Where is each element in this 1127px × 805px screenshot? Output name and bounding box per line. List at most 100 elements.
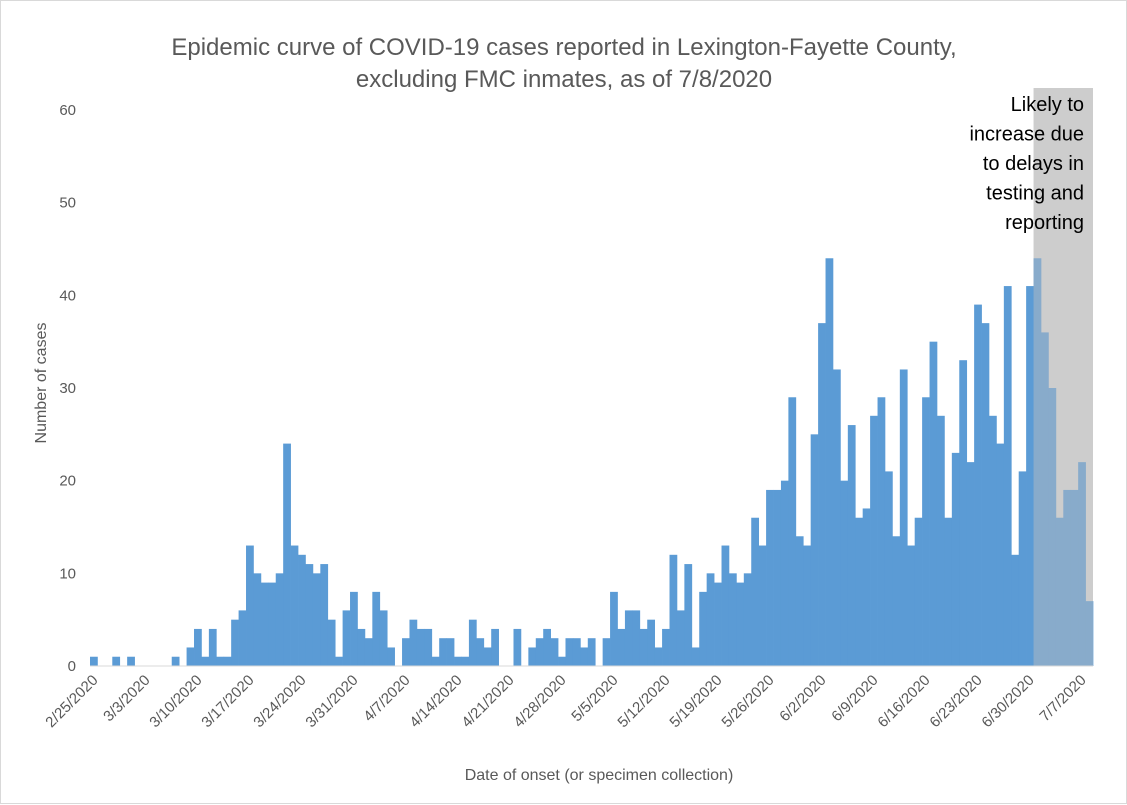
bar [788,397,797,666]
bar [439,638,447,666]
shade-overlay-layer [1033,88,1093,666]
bar [728,573,737,666]
bar [936,415,945,666]
bar [795,536,804,666]
bar [780,480,789,666]
x-axis-title: Date of onset (or specimen collection) [465,767,734,784]
x-tick-label: 6/2/2020 [776,672,829,725]
x-tick-label: 3/17/2020 [198,672,257,731]
x-tick-label: 5/12/2020 [614,672,673,731]
x-tick-label: 6/16/2020 [874,672,933,731]
bar [855,517,864,666]
bar [1070,489,1079,666]
bar [847,425,856,666]
bar [424,628,433,666]
bar [1048,388,1057,666]
bar [773,489,782,666]
bar [402,638,410,666]
chart-title-line-2: excluding FMC inmates, as of 7/8/2020 [356,66,772,93]
bar [1078,462,1086,666]
y-tick-label: 60 [59,102,76,119]
bar [662,628,670,666]
bar [877,397,886,666]
bar [558,656,566,666]
bar [580,647,589,666]
shaded-region-overlay [1033,88,1093,666]
bar [862,508,871,666]
bar [587,638,596,666]
bar [335,656,343,666]
bar [832,369,841,666]
bar [1011,554,1020,666]
bar [617,628,626,666]
bar [528,647,537,666]
shaded-note-line: testing and [986,183,1084,205]
bar [907,545,916,666]
shaded-note-line: reporting [1005,212,1084,234]
bar [491,628,499,666]
y-tick-labels: 0 10 20 30 40 50 60 [59,102,76,675]
bar [818,323,826,666]
bar [454,656,462,666]
x-tick-label: 4/14/2020 [406,672,465,731]
bar [186,647,195,666]
bar [1040,332,1049,666]
x-tick-label: 5/26/2020 [718,672,777,731]
shaded-note-line: Likely to [1011,94,1084,116]
x-tick-label: 3/10/2020 [146,672,205,731]
bar [966,462,975,666]
bar [208,628,217,666]
bar [461,656,470,666]
x-tick-label: 6/30/2020 [978,672,1037,731]
bar [996,443,1005,666]
x-tick-label: 6/23/2020 [926,672,985,731]
x-tick-label: 4/7/2020 [360,672,413,725]
bar [632,610,641,666]
bar [238,610,247,666]
bar [736,582,745,666]
bar [535,638,544,666]
y-tick-label: 40 [59,287,76,304]
bar [669,554,678,666]
bar [268,582,277,666]
bar [654,647,663,666]
bar [327,619,336,666]
bar [127,656,135,666]
y-tick-label: 10 [59,565,76,582]
bar [988,415,997,666]
x-tick-label: 2/25/2020 [42,672,101,731]
bar [899,369,908,666]
bar [751,517,760,666]
bar [350,591,358,666]
bar [721,545,730,666]
x-tick-label: 4/28/2020 [510,672,569,731]
x-tick-label: 3/3/2020 [100,672,153,725]
bar [922,397,930,666]
bar [513,628,522,666]
bar [959,360,968,666]
bar [914,517,923,666]
bar [647,619,656,666]
bar [758,545,767,666]
bar [90,656,98,666]
bar [216,656,225,666]
y-axis-title: Number of cases [33,323,50,444]
bar [357,628,366,666]
bar [624,610,633,666]
bar [1018,471,1027,666]
x-tick-label: 7/7/2020 [1036,672,1089,725]
bar [260,582,269,666]
y-tick-label: 30 [59,380,76,397]
y-tick-label: 20 [59,473,76,490]
shaded-region-note: Likely to increase due to delays in testing… [969,94,1084,234]
bar [387,647,395,666]
x-tick-label: 6/9/2020 [828,672,881,725]
bar [379,610,388,666]
bar [231,619,239,666]
bar [483,647,492,666]
x-tick-label: 3/24/2020 [250,672,309,731]
bar [699,591,708,666]
bar [298,554,306,666]
bar [944,517,953,666]
bar [572,638,581,666]
